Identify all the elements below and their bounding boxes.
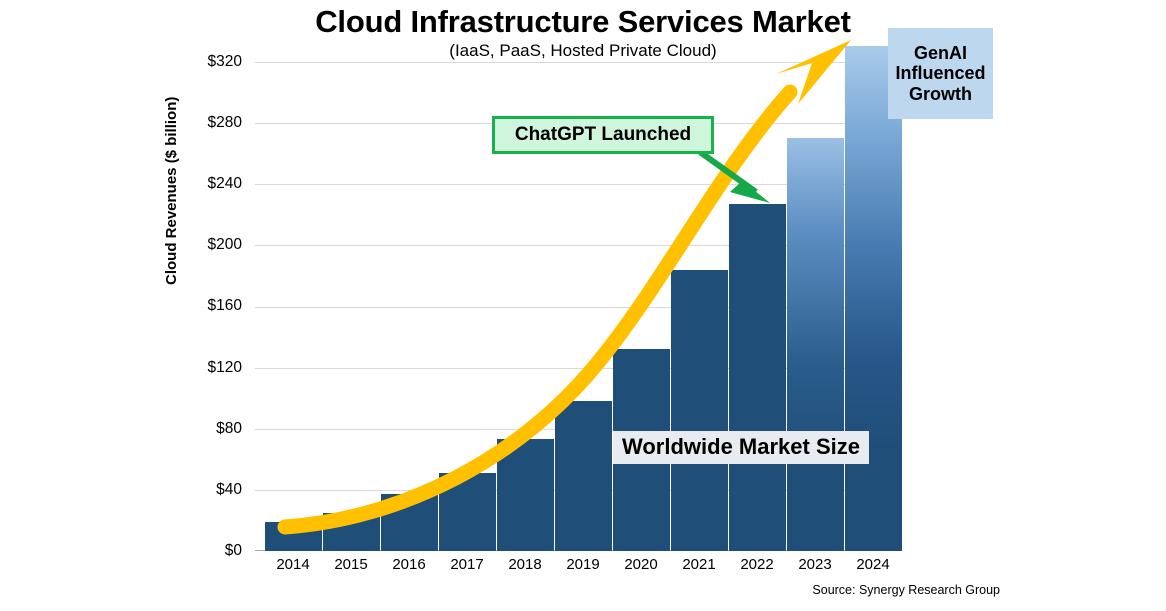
genai-line-1: GenAI	[913, 43, 967, 63]
y-axis-tick-labels: $320 $280 $240 $200 $160 $120 $80 $40 $0	[0, 54, 250, 558]
y-tick-280: $280	[207, 114, 242, 131]
y-tick-80: $80	[216, 420, 242, 437]
y-tick-320: $320	[207, 53, 242, 70]
x-tick-2024: 2024	[856, 556, 890, 573]
worldwide-market-size-label: Worldwide Market Size	[613, 431, 869, 464]
bar-2021	[671, 270, 728, 551]
y-tick-240: $240	[207, 175, 242, 192]
chatgpt-launched-callout: ChatGPT Launched	[492, 116, 714, 154]
bar-2017	[439, 473, 496, 551]
genai-line-3: Growth	[909, 83, 972, 104]
bar-2019	[555, 401, 612, 551]
x-tick-2014: 2014	[276, 556, 310, 573]
x-tick-2020: 2020	[624, 556, 658, 573]
x-tick-2015: 2015	[334, 556, 368, 573]
x-axis-tick-labels: 2014 2015 2016 2017 2018 2019 2020 2021 …	[255, 556, 893, 580]
chart-subtitle: (IaaS, PaaS, Hosted Private Cloud)	[449, 41, 717, 60]
source-attribution: Source: Synergy Research Group	[812, 583, 1000, 597]
x-tick-2021: 2021	[682, 556, 716, 573]
genai-influenced-growth-box: GenAI Influenced Growth	[888, 28, 993, 119]
bar-2016	[381, 494, 438, 551]
chatgpt-launched-label: ChatGPT Launched	[514, 124, 692, 145]
y-tick-200: $200	[207, 236, 242, 253]
bar-2024	[845, 46, 902, 551]
bar-2022	[729, 204, 786, 551]
x-tick-2023: 2023	[798, 556, 832, 573]
bar-2014	[265, 522, 322, 551]
y-tick-40: $40	[216, 481, 242, 498]
bar-2015	[323, 513, 380, 551]
x-tick-2016: 2016	[392, 556, 426, 573]
bar-2018	[497, 439, 554, 551]
x-tick-2018: 2018	[508, 556, 542, 573]
y-tick-120: $120	[207, 359, 242, 376]
x-tick-2017: 2017	[450, 556, 484, 573]
gridline-320	[255, 62, 893, 63]
y-tick-160: $160	[207, 297, 242, 314]
y-tick-0: $0	[224, 542, 242, 559]
x-tick-2019: 2019	[566, 556, 600, 573]
genai-line-2: Influenced	[895, 63, 986, 84]
x-tick-2022: 2022	[740, 556, 774, 573]
chart-title: Cloud Infrastructure Services Market	[315, 4, 851, 39]
bar-2023	[787, 138, 844, 551]
